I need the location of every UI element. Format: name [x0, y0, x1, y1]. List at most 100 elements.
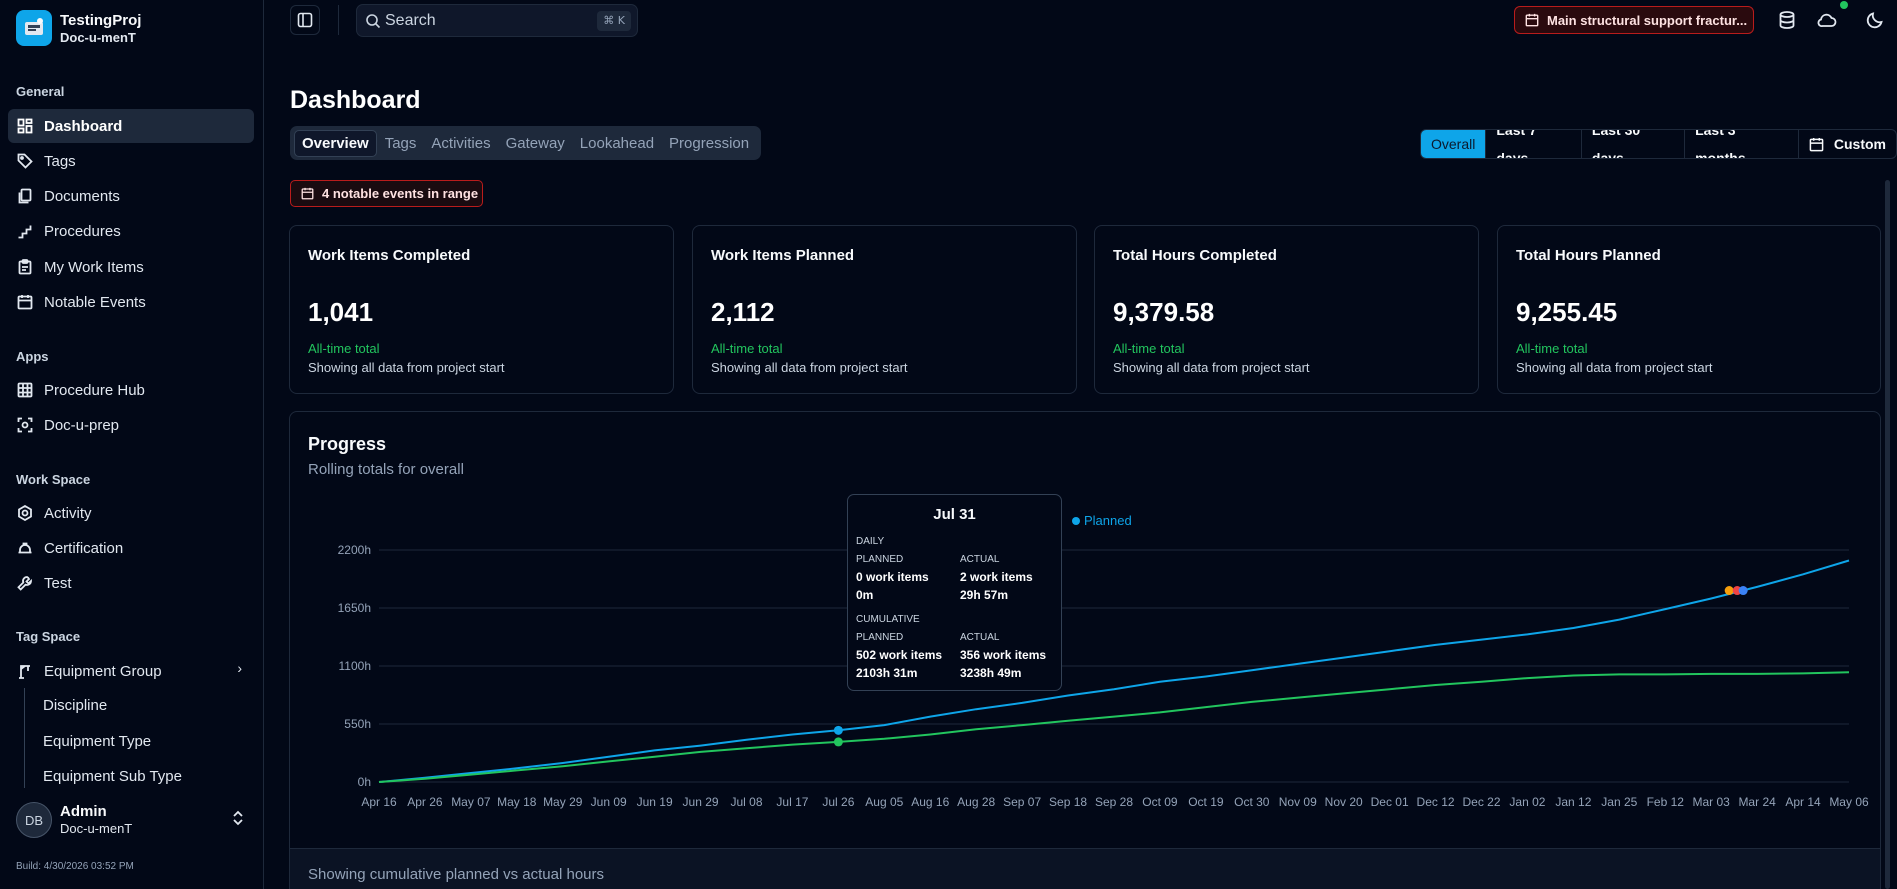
tag-icon: [16, 152, 34, 170]
progress-chart[interactable]: 0h 550h 1100h 1650h 2200h Apr 16 Apr 26 May 07 M…: [289, 530, 1881, 820]
user-menu[interactable]: DB Admin Doc-u-menT: [16, 798, 248, 842]
alert-banner[interactable]: Main structural support fractur...: [1514, 6, 1754, 34]
nav-my-work-items[interactable]: My Work Items: [8, 250, 254, 284]
x-tick-label: May 18: [497, 795, 537, 809]
user-name: Admin: [60, 803, 107, 820]
tooltip-daily-planned-hours: 0m: [856, 588, 874, 602]
clipboard-icon: [16, 258, 34, 276]
main-scrollbar[interactable]: [1885, 180, 1890, 889]
nav-activity[interactable]: Activity: [8, 496, 254, 530]
x-tick-label: Jul 17: [776, 795, 808, 809]
card-value: 2,112: [711, 297, 775, 327]
date-range-selector: Overall Last 7 days Last 30 days Last 3 …: [1420, 129, 1897, 159]
tab-progression[interactable]: Progression: [669, 134, 750, 152]
legend-swatch-planned: [1072, 516, 1080, 525]
search-icon: [366, 13, 381, 28]
tooltip-planned-label: PLANNED: [856, 554, 904, 565]
nav-equipment-sub-type[interactable]: Equipment Sub Type: [43, 768, 182, 785]
nav-test[interactable]: Test: [8, 566, 254, 600]
nav-documents[interactable]: Documents: [8, 179, 254, 213]
page-title: Dashboard: [290, 86, 421, 114]
theme-toggle-button[interactable]: [1865, 10, 1885, 30]
nav-equipment-group[interactable]: Equipment Group ›: [8, 654, 254, 688]
nav-notable-events[interactable]: Notable Events: [8, 285, 254, 319]
section-apps: Apps: [16, 349, 49, 364]
notable-events-badge[interactable]: 4 notable events in range: [290, 180, 483, 207]
section-general: General: [16, 84, 65, 99]
x-tick-label: Aug 05: [865, 795, 903, 809]
tooltip-planned-label: PLANNED: [856, 632, 904, 643]
nav-procedure-hub[interactable]: Procedure Hub: [8, 373, 254, 407]
chart-legend[interactable]: Planned: [1072, 513, 1132, 528]
y-tick-label: 0h: [358, 775, 371, 789]
nav-label: Documents: [44, 187, 120, 205]
tooltip-cum-actual-items: 356 work items: [960, 648, 1047, 662]
crane-icon: [16, 662, 34, 680]
sidebar: TestingProj Doc-u-menT General Dashboard…: [0, 0, 264, 889]
nav-label: Activity: [44, 504, 92, 522]
x-tick-label: Apr 16: [361, 795, 397, 809]
nav-tags[interactable]: Tags: [8, 144, 254, 178]
range-last-7-days[interactable]: Last 7 days: [1486, 130, 1582, 158]
avatar: DB: [16, 802, 52, 838]
card-value: 1,041: [308, 297, 374, 327]
event-marker: [1724, 586, 1734, 596]
calendar-icon: [301, 187, 314, 200]
card-title: Work Items Completed: [308, 247, 471, 264]
x-tick-label: Dec 01: [1371, 795, 1409, 809]
range-overall[interactable]: Overall: [1421, 130, 1487, 158]
range-last-30-days[interactable]: Last 30 days: [1582, 130, 1686, 158]
x-tick-label: Jun 19: [637, 795, 673, 809]
tab-gateway[interactable]: Gateway: [505, 134, 565, 152]
hardhat-icon: [16, 539, 34, 557]
nav-dashboard[interactable]: Dashboard: [8, 109, 254, 143]
nav-equipment-type[interactable]: Equipment Type: [43, 733, 152, 750]
tab-lookahead[interactable]: Lookahead: [579, 134, 655, 152]
tooltip-actual-label: ACTUAL: [960, 554, 1000, 565]
calendar-icon: [1809, 137, 1824, 151]
y-tick-label: 1650h: [338, 601, 371, 615]
range-last-3-months[interactable]: Last 3 months: [1685, 130, 1799, 158]
nav-label: Tags: [44, 152, 76, 170]
nav-label: Certification: [44, 539, 124, 557]
progress-panel: Progress Rolling totals for overall Show…: [289, 411, 1881, 889]
tab-overview[interactable]: Overview: [294, 129, 377, 157]
tab-tags[interactable]: Tags: [384, 134, 417, 152]
x-tick-label: Feb 12: [1647, 795, 1685, 809]
project-name: TestingProj: [60, 11, 142, 29]
x-tick-label: May 29: [543, 795, 583, 809]
nav-label: Procedure Hub: [44, 381, 145, 399]
x-tick-label: Jan 25: [1601, 795, 1637, 809]
cloud-sync-button[interactable]: [1817, 10, 1837, 30]
tooltip-actual-label: ACTUAL: [960, 632, 1000, 643]
card-title: Work Items Planned: [711, 247, 855, 264]
x-tick-label: Oct 19: [1188, 795, 1224, 809]
footer-text: Showing cumulative planned vs actual hou…: [308, 866, 605, 883]
tab-activities[interactable]: Activities: [431, 134, 491, 152]
card-note: All-time total: [1113, 341, 1185, 356]
card-note: All-time total: [1516, 341, 1588, 356]
chevron-up-down-icon: [232, 810, 244, 829]
project-logo: [16, 10, 52, 46]
x-tick-label: Aug 28: [957, 795, 995, 809]
hover-marker-actual: [833, 737, 843, 747]
card-title: Total Hours Planned: [1516, 247, 1661, 264]
x-tick-label: Jun 29: [683, 795, 719, 809]
sidebar-toggle-button[interactable]: [290, 5, 320, 35]
range-custom[interactable]: Custom: [1799, 130, 1896, 158]
nav-procedures[interactable]: Procedures: [8, 214, 254, 248]
tooltip-daily-planned-items: 0 work items: [856, 570, 929, 584]
database-button[interactable]: [1777, 10, 1797, 30]
nav-certification[interactable]: Certification: [8, 531, 254, 565]
series-line-planned: [378, 559, 1850, 783]
nav-doc-u-prep[interactable]: Doc-u-prep: [8, 408, 254, 442]
search-input[interactable]: Search ⌘ K: [356, 4, 638, 37]
build-info: Build: 4/30/2026 03:52 PM: [16, 861, 134, 872]
moon-icon: [1866, 12, 1883, 29]
alert-text: Main structural support fractur...: [1547, 12, 1748, 28]
nav-discipline[interactable]: Discipline: [43, 697, 108, 714]
project-switcher[interactable]: TestingProj Doc-u-menT: [16, 10, 141, 46]
section-tagspace: Tag Space: [16, 629, 81, 644]
search-placeholder: Search: [385, 11, 436, 29]
card-value: 9,255.45: [1516, 297, 1618, 327]
